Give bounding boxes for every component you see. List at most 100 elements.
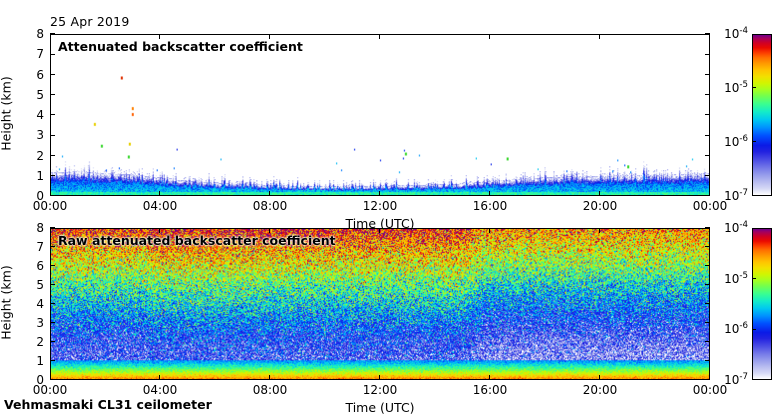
colorbar-tick-label: 10-6 xyxy=(724,321,748,337)
ytick-mark xyxy=(50,246,55,248)
ytick-label: 1 xyxy=(36,354,44,368)
colorbar-tick-mark xyxy=(752,141,756,143)
ytick-label: 7 xyxy=(36,47,44,62)
colorbar-tick-mark xyxy=(752,278,756,280)
ytick-label: 0 xyxy=(36,189,44,203)
ytick-mark xyxy=(705,284,710,286)
xtick-mark xyxy=(599,375,601,380)
xtick-label: 00:00 xyxy=(32,383,68,397)
ytick-mark xyxy=(50,94,55,96)
xtick-label: 20:00 xyxy=(582,199,618,213)
ytick-mark xyxy=(705,94,710,96)
colorbar-tick-label: 10-6 xyxy=(724,134,748,149)
heatmap-canvas-attenuated-backscatter xyxy=(51,35,709,195)
ytick-mark xyxy=(705,134,710,136)
ytick-label: 8 xyxy=(36,27,44,41)
ytick-label: 5 xyxy=(36,87,44,102)
x-axis-label: Time (UTC) xyxy=(345,400,415,415)
ytick-label: 6 xyxy=(36,259,44,273)
y-axis-label: Height (km) xyxy=(0,265,14,340)
xtick-mark xyxy=(159,228,161,233)
ytick-mark xyxy=(705,195,710,197)
ytick-mark xyxy=(50,322,55,324)
xtick-mark xyxy=(599,191,601,196)
xtick-label: 08:00 xyxy=(252,383,288,397)
site-label: Vehmasmaki CL31 ceilometer xyxy=(4,397,212,412)
ytick-mark xyxy=(705,73,710,75)
ytick-mark xyxy=(705,227,710,229)
ytick-mark xyxy=(50,195,55,197)
xtick-mark xyxy=(489,375,491,380)
ytick-mark xyxy=(705,265,710,267)
xtick-label: 12:00 xyxy=(362,199,398,213)
xtick-label: 04:00 xyxy=(142,383,178,397)
ytick-mark xyxy=(50,134,55,136)
xtick-mark xyxy=(599,228,601,233)
colorbar-tick-label: 10-5 xyxy=(724,270,748,286)
xtick-label: 20:00 xyxy=(582,383,618,397)
ytick-label: 2 xyxy=(36,148,44,163)
ytick-label: 2 xyxy=(36,335,44,349)
panel-title-attenuated-backscatter: Attenuated backscatter coefficient xyxy=(58,39,303,54)
colorbar-tick-label: 10-4 xyxy=(724,26,748,41)
ytick-mark xyxy=(705,322,710,324)
colorbar xyxy=(752,228,772,380)
ytick-mark xyxy=(50,154,55,156)
colorbar xyxy=(752,34,772,196)
ytick-label: 3 xyxy=(36,128,44,143)
ytick-mark xyxy=(705,379,710,381)
ytick-label: 1 xyxy=(36,168,44,183)
colorbar-tick-mark xyxy=(752,87,756,89)
xtick-mark xyxy=(379,228,381,233)
colorbar-tick-label: 10-7 xyxy=(724,188,748,203)
xtick-label: 00:00 xyxy=(692,383,728,397)
ytick-mark xyxy=(705,175,710,177)
colorbar-tick-label: 10-7 xyxy=(724,372,748,387)
xtick-label: 04:00 xyxy=(142,199,178,213)
xtick-label: 16:00 xyxy=(472,199,508,213)
xtick-mark xyxy=(269,375,271,380)
ytick-mark xyxy=(705,246,710,248)
xtick-mark xyxy=(489,191,491,196)
ytick-label: 3 xyxy=(36,316,44,330)
xtick-mark xyxy=(379,375,381,380)
ytick-mark xyxy=(705,360,710,362)
xtick-label: 00:00 xyxy=(32,199,68,213)
y-axis-label: Height (km) xyxy=(0,76,14,151)
ytick-mark xyxy=(705,33,710,35)
colorbar-tick-label: 10-4 xyxy=(724,220,748,235)
xtick-label: 08:00 xyxy=(252,199,288,213)
date-label: 25 Apr 2019 xyxy=(50,14,130,29)
ytick-mark xyxy=(50,265,55,267)
xtick-mark xyxy=(269,34,271,39)
ytick-label: 7 xyxy=(36,240,44,254)
xtick-mark xyxy=(379,34,381,39)
colorbar-tick-label: 10-5 xyxy=(724,80,748,95)
xtick-mark xyxy=(489,228,491,233)
ytick-mark xyxy=(50,379,55,381)
ytick-mark xyxy=(50,53,55,55)
xtick-mark xyxy=(489,34,491,39)
xtick-mark xyxy=(269,191,271,196)
ytick-mark xyxy=(50,360,55,362)
xtick-label: 16:00 xyxy=(472,383,508,397)
ytick-mark xyxy=(705,341,710,343)
ytick-label: 4 xyxy=(36,297,44,311)
ytick-mark xyxy=(50,33,55,35)
heatmap-canvas-raw-attenuated-backscatter xyxy=(51,229,709,379)
ytick-mark xyxy=(705,303,710,305)
ytick-label: 0 xyxy=(36,373,44,387)
panel-title-raw-attenuated-backscatter: Raw attenuated backscatter coefficient xyxy=(58,233,336,248)
ytick-label: 5 xyxy=(36,278,44,292)
ytick-label: 8 xyxy=(36,221,44,235)
xtick-label: 12:00 xyxy=(362,383,398,397)
ytick-label: 6 xyxy=(36,67,44,82)
ytick-mark xyxy=(50,227,55,229)
ytick-mark xyxy=(705,53,710,55)
ytick-mark xyxy=(50,303,55,305)
plot-area-attenuated-backscatter: Attenuated backscatter coefficient xyxy=(50,34,710,196)
ytick-mark xyxy=(50,284,55,286)
ytick-mark xyxy=(50,175,55,177)
ytick-mark xyxy=(705,114,710,116)
